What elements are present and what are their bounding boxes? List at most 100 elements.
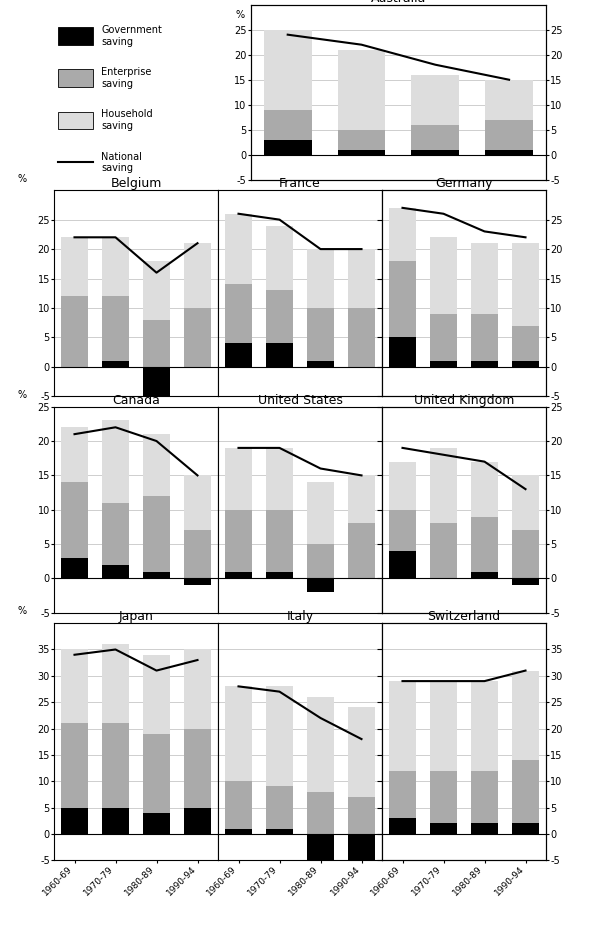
- Bar: [348, 524, 375, 578]
- Bar: [430, 238, 457, 314]
- Bar: [430, 823, 457, 834]
- Bar: [512, 578, 539, 586]
- Bar: [143, 734, 170, 813]
- Bar: [102, 503, 129, 565]
- Title: Switzerland: Switzerland: [427, 610, 500, 623]
- Bar: [485, 80, 533, 120]
- Bar: [389, 338, 416, 367]
- Bar: [389, 208, 416, 261]
- Bar: [348, 249, 375, 308]
- Bar: [389, 771, 416, 818]
- Bar: [61, 296, 88, 367]
- Bar: [412, 125, 459, 150]
- Title: Germany: Germany: [435, 178, 493, 191]
- Bar: [225, 343, 252, 367]
- Text: Household
saving: Household saving: [101, 109, 153, 131]
- Bar: [184, 578, 211, 586]
- Bar: [389, 462, 416, 510]
- Bar: [412, 150, 459, 154]
- Bar: [102, 296, 129, 361]
- Bar: [471, 771, 498, 823]
- Bar: [61, 482, 88, 558]
- Bar: [389, 551, 416, 578]
- Bar: [307, 308, 334, 361]
- Bar: [512, 760, 539, 823]
- Bar: [61, 238, 88, 296]
- Bar: [264, 110, 311, 140]
- Bar: [143, 434, 170, 496]
- Bar: [471, 681, 498, 771]
- Bar: [512, 671, 539, 760]
- Bar: [307, 792, 334, 834]
- Bar: [430, 314, 457, 361]
- Bar: [389, 818, 416, 834]
- Bar: [412, 75, 459, 125]
- Text: %: %: [235, 10, 244, 19]
- Bar: [184, 729, 211, 808]
- Bar: [266, 686, 293, 786]
- Bar: [307, 249, 334, 308]
- Bar: [348, 834, 375, 866]
- Bar: [225, 829, 252, 834]
- Bar: [102, 808, 129, 834]
- Text: %: %: [18, 606, 27, 616]
- Bar: [102, 723, 129, 808]
- Bar: [61, 427, 88, 482]
- Bar: [266, 572, 293, 578]
- Bar: [225, 214, 252, 284]
- Bar: [266, 829, 293, 834]
- Bar: [512, 243, 539, 326]
- Bar: [225, 510, 252, 572]
- Bar: [471, 572, 498, 578]
- Bar: [102, 565, 129, 578]
- Text: Enterprise
saving: Enterprise saving: [101, 68, 152, 89]
- Bar: [264, 140, 311, 154]
- Bar: [471, 314, 498, 361]
- Bar: [348, 708, 375, 797]
- Bar: [225, 782, 252, 829]
- Bar: [102, 238, 129, 296]
- Bar: [61, 649, 88, 723]
- Bar: [471, 823, 498, 834]
- Bar: [485, 120, 533, 150]
- Bar: [307, 578, 334, 592]
- Bar: [184, 475, 211, 530]
- Bar: [430, 448, 457, 524]
- Bar: [102, 361, 129, 367]
- Bar: [61, 558, 88, 578]
- Bar: [471, 243, 498, 314]
- Bar: [266, 448, 293, 510]
- Bar: [512, 823, 539, 834]
- Bar: [266, 226, 293, 290]
- Text: %: %: [18, 174, 27, 184]
- Bar: [143, 655, 170, 734]
- Title: United States: United States: [257, 394, 343, 407]
- Title: Canada: Canada: [112, 394, 160, 407]
- Title: France: France: [279, 178, 321, 191]
- Bar: [307, 697, 334, 792]
- Bar: [430, 681, 457, 771]
- Bar: [58, 112, 94, 130]
- Bar: [266, 510, 293, 572]
- Bar: [307, 544, 334, 578]
- Title: Belgium: Belgium: [110, 178, 161, 191]
- Bar: [512, 475, 539, 530]
- Bar: [143, 320, 170, 367]
- Bar: [143, 496, 170, 572]
- Title: United Kingdom: United Kingdom: [414, 394, 514, 407]
- Text: National
saving: National saving: [101, 152, 142, 173]
- Bar: [389, 261, 416, 338]
- Bar: [512, 530, 539, 578]
- Bar: [307, 361, 334, 367]
- Bar: [102, 420, 129, 503]
- Bar: [225, 284, 252, 343]
- Title: Japan: Japan: [119, 610, 154, 623]
- Bar: [58, 28, 94, 45]
- Bar: [512, 326, 539, 361]
- Bar: [143, 261, 170, 320]
- Bar: [471, 361, 498, 367]
- Bar: [266, 343, 293, 367]
- Bar: [266, 786, 293, 829]
- Bar: [184, 243, 211, 308]
- Bar: [225, 686, 252, 782]
